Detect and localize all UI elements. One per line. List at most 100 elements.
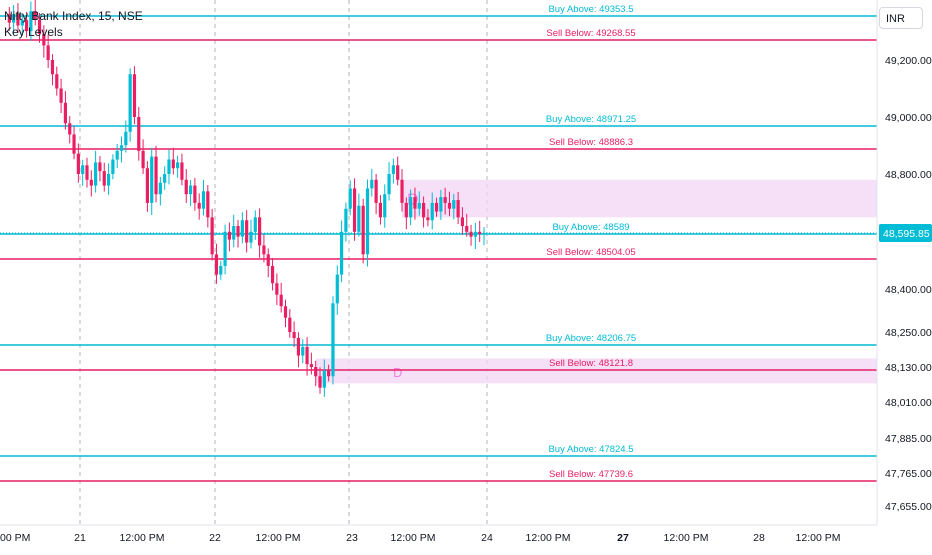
candle-up [232, 226, 236, 240]
time-tick: 28 [753, 532, 765, 544]
sell-level-label: Sell Below: 48121.8 [549, 358, 633, 369]
currency-selector[interactable]: INR [879, 7, 923, 29]
time-tick: 24 [481, 532, 493, 544]
candle-down [132, 74, 137, 117]
candle-down [68, 123, 72, 135]
candle-up [473, 231, 477, 237]
candle-down [50, 60, 55, 75]
candle-up [115, 150, 119, 160]
candle-down [214, 254, 219, 275]
candle-up [439, 197, 443, 212]
price-tick: 48,130.00 [885, 362, 932, 374]
price-tick: 48,250.00 [885, 327, 932, 339]
candle-down [193, 185, 197, 203]
indicator-name[interactable]: Key Levels [4, 25, 63, 39]
time-tick: 12:00 PM [256, 532, 301, 544]
last-price-label: 48,595.85 [883, 228, 930, 240]
time-tick: 27 [617, 532, 629, 544]
candle-down [16, 14, 20, 26]
candle-up [219, 265, 223, 275]
time-tick: 12:00 PM [526, 532, 571, 544]
candle-up [344, 208, 348, 232]
candle-down [145, 168, 150, 203]
candle-down [245, 220, 249, 243]
candle-up [94, 162, 98, 186]
demand-zone [316, 358, 877, 384]
candle-up [81, 165, 85, 174]
candle-up [240, 220, 244, 237]
candle-down [24, 19, 29, 32]
time-tick: 12:00 PM [796, 532, 841, 544]
candle-down [266, 254, 270, 266]
zone-label: D [407, 192, 419, 209]
time-tick: 12:00 PM [391, 532, 436, 544]
price-tick: 47,655.00 [885, 501, 932, 513]
candle-up [482, 232, 486, 234]
candle-up [150, 156, 154, 203]
candle-up [128, 74, 132, 132]
candle-down [206, 191, 210, 218]
candle-down [46, 45, 50, 60]
candle-up [370, 179, 374, 189]
candle-down [102, 171, 106, 186]
candle-up [158, 182, 162, 195]
candle-up [357, 205, 361, 232]
candle-up [391, 165, 395, 174]
buy-level-label: Buy Above: 48971.25 [546, 114, 636, 125]
candle-up [29, 11, 33, 32]
candle-down [447, 202, 452, 209]
candle-up [387, 174, 391, 195]
candle-down [137, 117, 141, 151]
candle-down [85, 165, 89, 180]
candle-down [154, 156, 158, 195]
candle-up [430, 202, 434, 221]
candle-up [12, 14, 16, 23]
candle-down [63, 102, 68, 124]
candle-down [352, 188, 357, 232]
candle-up [348, 188, 352, 209]
candle-down [374, 179, 378, 203]
candle-down [42, 33, 46, 46]
candle-up [335, 274, 339, 304]
price-tick: 47,885.00 [885, 433, 932, 445]
candle-up [409, 197, 413, 218]
candle-down [184, 179, 188, 195]
candle-down [227, 231, 231, 240]
candle-up [383, 194, 387, 218]
candle-up [331, 303, 335, 377]
time-tick: 00 PM [0, 532, 30, 544]
candle-down [314, 367, 318, 377]
sell-level-label: Sell Below: 49268.55 [546, 28, 635, 39]
zone-label: D [393, 365, 402, 380]
candle-down [236, 226, 240, 237]
candle-down [197, 202, 201, 209]
candle-down [59, 88, 63, 103]
chart-header: Nifty Bank Index, 15, NSE Key Levels [4, 8, 143, 40]
candle-up [124, 131, 128, 146]
price-tick: 49,200.00 [885, 55, 932, 67]
candle-up [301, 346, 305, 356]
demand-zone [402, 179, 877, 218]
candle-up [253, 217, 257, 232]
price-tick: 48,010.00 [885, 397, 932, 409]
time-tick: 23 [346, 532, 358, 544]
candle-down [404, 202, 408, 218]
candle-down [305, 346, 309, 365]
symbol-title[interactable]: Nifty Bank Index, 15, NSE [4, 9, 143, 23]
buy-level-label: Buy Above: 49353.5 [548, 4, 633, 15]
candle-down [283, 306, 288, 318]
candle-up [106, 174, 111, 186]
buy-level-label: Buy Above: 48206.75 [546, 333, 636, 344]
candle-down [55, 74, 59, 89]
candle-down [270, 265, 275, 284]
candle-down [89, 179, 93, 186]
sell-level-label: Sell Below: 47739.6 [549, 469, 633, 480]
candle-down [413, 197, 417, 209]
candle-up [167, 159, 171, 174]
sell-level-label: Sell Below: 48886.3 [549, 137, 633, 148]
candle-up [163, 174, 167, 183]
candle-down [443, 197, 447, 203]
candle-down [171, 159, 175, 169]
